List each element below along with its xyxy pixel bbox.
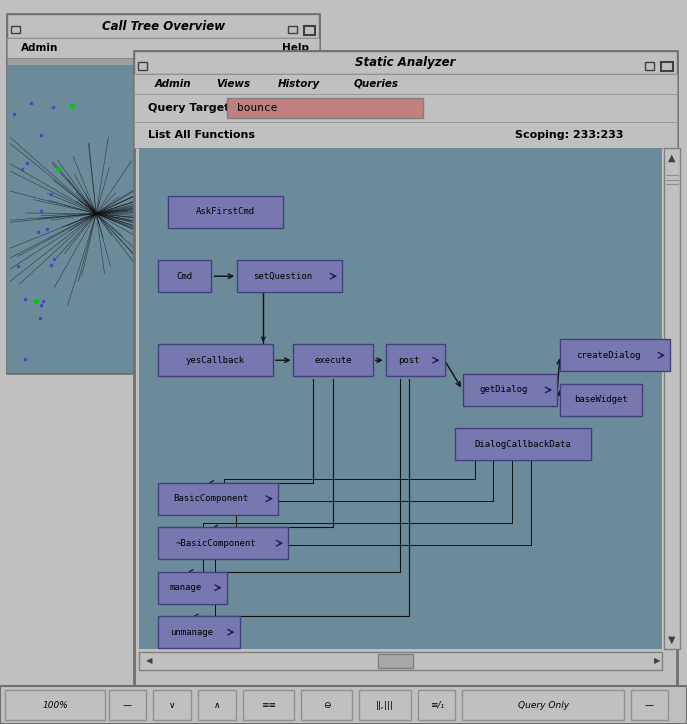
Text: Views: Views bbox=[216, 79, 251, 89]
Text: Scoping: 233:233: Scoping: 233:233 bbox=[515, 130, 624, 140]
FancyBboxPatch shape bbox=[139, 148, 662, 649]
Text: Cmd: Cmd bbox=[177, 272, 192, 281]
FancyBboxPatch shape bbox=[134, 94, 677, 122]
FancyBboxPatch shape bbox=[7, 65, 319, 373]
FancyBboxPatch shape bbox=[304, 26, 315, 35]
Text: —: — bbox=[123, 701, 132, 710]
Text: ∨: ∨ bbox=[169, 701, 175, 710]
FancyBboxPatch shape bbox=[139, 652, 662, 670]
Text: Help: Help bbox=[282, 43, 308, 53]
Text: DialogCallbackData: DialogCallbackData bbox=[474, 439, 571, 449]
FancyBboxPatch shape bbox=[134, 51, 677, 691]
FancyBboxPatch shape bbox=[157, 572, 227, 604]
FancyBboxPatch shape bbox=[243, 690, 294, 720]
FancyBboxPatch shape bbox=[288, 26, 297, 33]
Text: ◀: ◀ bbox=[146, 657, 153, 665]
Text: execute: execute bbox=[315, 355, 352, 365]
FancyBboxPatch shape bbox=[157, 483, 278, 515]
FancyBboxPatch shape bbox=[661, 62, 673, 71]
FancyBboxPatch shape bbox=[134, 74, 677, 94]
Text: 100%: 100% bbox=[43, 701, 68, 710]
FancyBboxPatch shape bbox=[7, 58, 319, 65]
FancyBboxPatch shape bbox=[227, 98, 423, 118]
FancyBboxPatch shape bbox=[237, 260, 342, 292]
FancyBboxPatch shape bbox=[7, 14, 319, 373]
FancyBboxPatch shape bbox=[359, 690, 411, 720]
FancyBboxPatch shape bbox=[157, 616, 240, 648]
Text: Static Analyzer: Static Analyzer bbox=[355, 56, 455, 69]
FancyBboxPatch shape bbox=[134, 122, 677, 148]
FancyBboxPatch shape bbox=[5, 690, 105, 720]
Text: ⊖: ⊖ bbox=[323, 701, 330, 710]
FancyBboxPatch shape bbox=[157, 527, 289, 559]
Text: Admin: Admin bbox=[21, 43, 58, 53]
FancyBboxPatch shape bbox=[418, 690, 455, 720]
FancyBboxPatch shape bbox=[455, 428, 591, 460]
FancyBboxPatch shape bbox=[301, 690, 352, 720]
FancyBboxPatch shape bbox=[11, 26, 20, 33]
Text: BasicComponent: BasicComponent bbox=[174, 494, 249, 503]
FancyBboxPatch shape bbox=[109, 690, 146, 720]
FancyBboxPatch shape bbox=[293, 344, 373, 376]
Text: post: post bbox=[398, 355, 419, 365]
FancyBboxPatch shape bbox=[631, 690, 668, 720]
FancyBboxPatch shape bbox=[560, 384, 642, 416]
Text: ▲: ▲ bbox=[668, 153, 675, 163]
FancyBboxPatch shape bbox=[168, 195, 283, 228]
Text: History: History bbox=[278, 79, 320, 89]
Text: yesCallback: yesCallback bbox=[185, 355, 245, 365]
Text: Admin: Admin bbox=[155, 79, 191, 89]
FancyBboxPatch shape bbox=[134, 51, 677, 74]
Text: ≡/₁: ≡/₁ bbox=[429, 701, 444, 710]
Text: Query Only: Query Only bbox=[517, 701, 569, 710]
FancyBboxPatch shape bbox=[157, 344, 273, 376]
FancyBboxPatch shape bbox=[7, 38, 319, 58]
Text: ||,|||: ||,||| bbox=[376, 701, 394, 710]
Text: setQuestion: setQuestion bbox=[254, 272, 313, 281]
Text: Query Target:: Query Target: bbox=[148, 103, 234, 113]
Text: Queries: Queries bbox=[354, 79, 399, 89]
FancyBboxPatch shape bbox=[7, 14, 319, 38]
FancyBboxPatch shape bbox=[0, 686, 687, 724]
FancyBboxPatch shape bbox=[157, 260, 212, 292]
Text: ▶: ▶ bbox=[653, 657, 660, 665]
Text: getDialog: getDialog bbox=[480, 385, 528, 395]
FancyBboxPatch shape bbox=[138, 62, 147, 70]
Text: ~BasicComponent: ~BasicComponent bbox=[176, 539, 257, 547]
FancyBboxPatch shape bbox=[462, 690, 624, 720]
FancyBboxPatch shape bbox=[153, 690, 191, 720]
Text: List All Functions: List All Functions bbox=[148, 130, 255, 140]
Text: ∧: ∧ bbox=[214, 701, 220, 710]
Text: bounce: bounce bbox=[237, 103, 278, 113]
FancyBboxPatch shape bbox=[378, 654, 413, 668]
FancyBboxPatch shape bbox=[385, 344, 444, 376]
Text: AskFirstCmd: AskFirstCmd bbox=[196, 207, 255, 216]
FancyBboxPatch shape bbox=[198, 690, 236, 720]
FancyBboxPatch shape bbox=[645, 62, 654, 70]
Text: unmanage: unmanage bbox=[170, 628, 214, 636]
Text: baseWidget: baseWidget bbox=[574, 395, 628, 404]
FancyBboxPatch shape bbox=[664, 148, 680, 649]
Text: Call Tree Overview: Call Tree Overview bbox=[102, 20, 225, 33]
Text: ▼: ▼ bbox=[668, 634, 675, 644]
Text: createDialog: createDialog bbox=[576, 351, 641, 360]
Text: ≡≡: ≡≡ bbox=[261, 701, 275, 710]
FancyBboxPatch shape bbox=[560, 340, 670, 371]
FancyBboxPatch shape bbox=[462, 374, 557, 406]
Text: manage: manage bbox=[170, 584, 202, 592]
Text: —: — bbox=[645, 701, 654, 710]
